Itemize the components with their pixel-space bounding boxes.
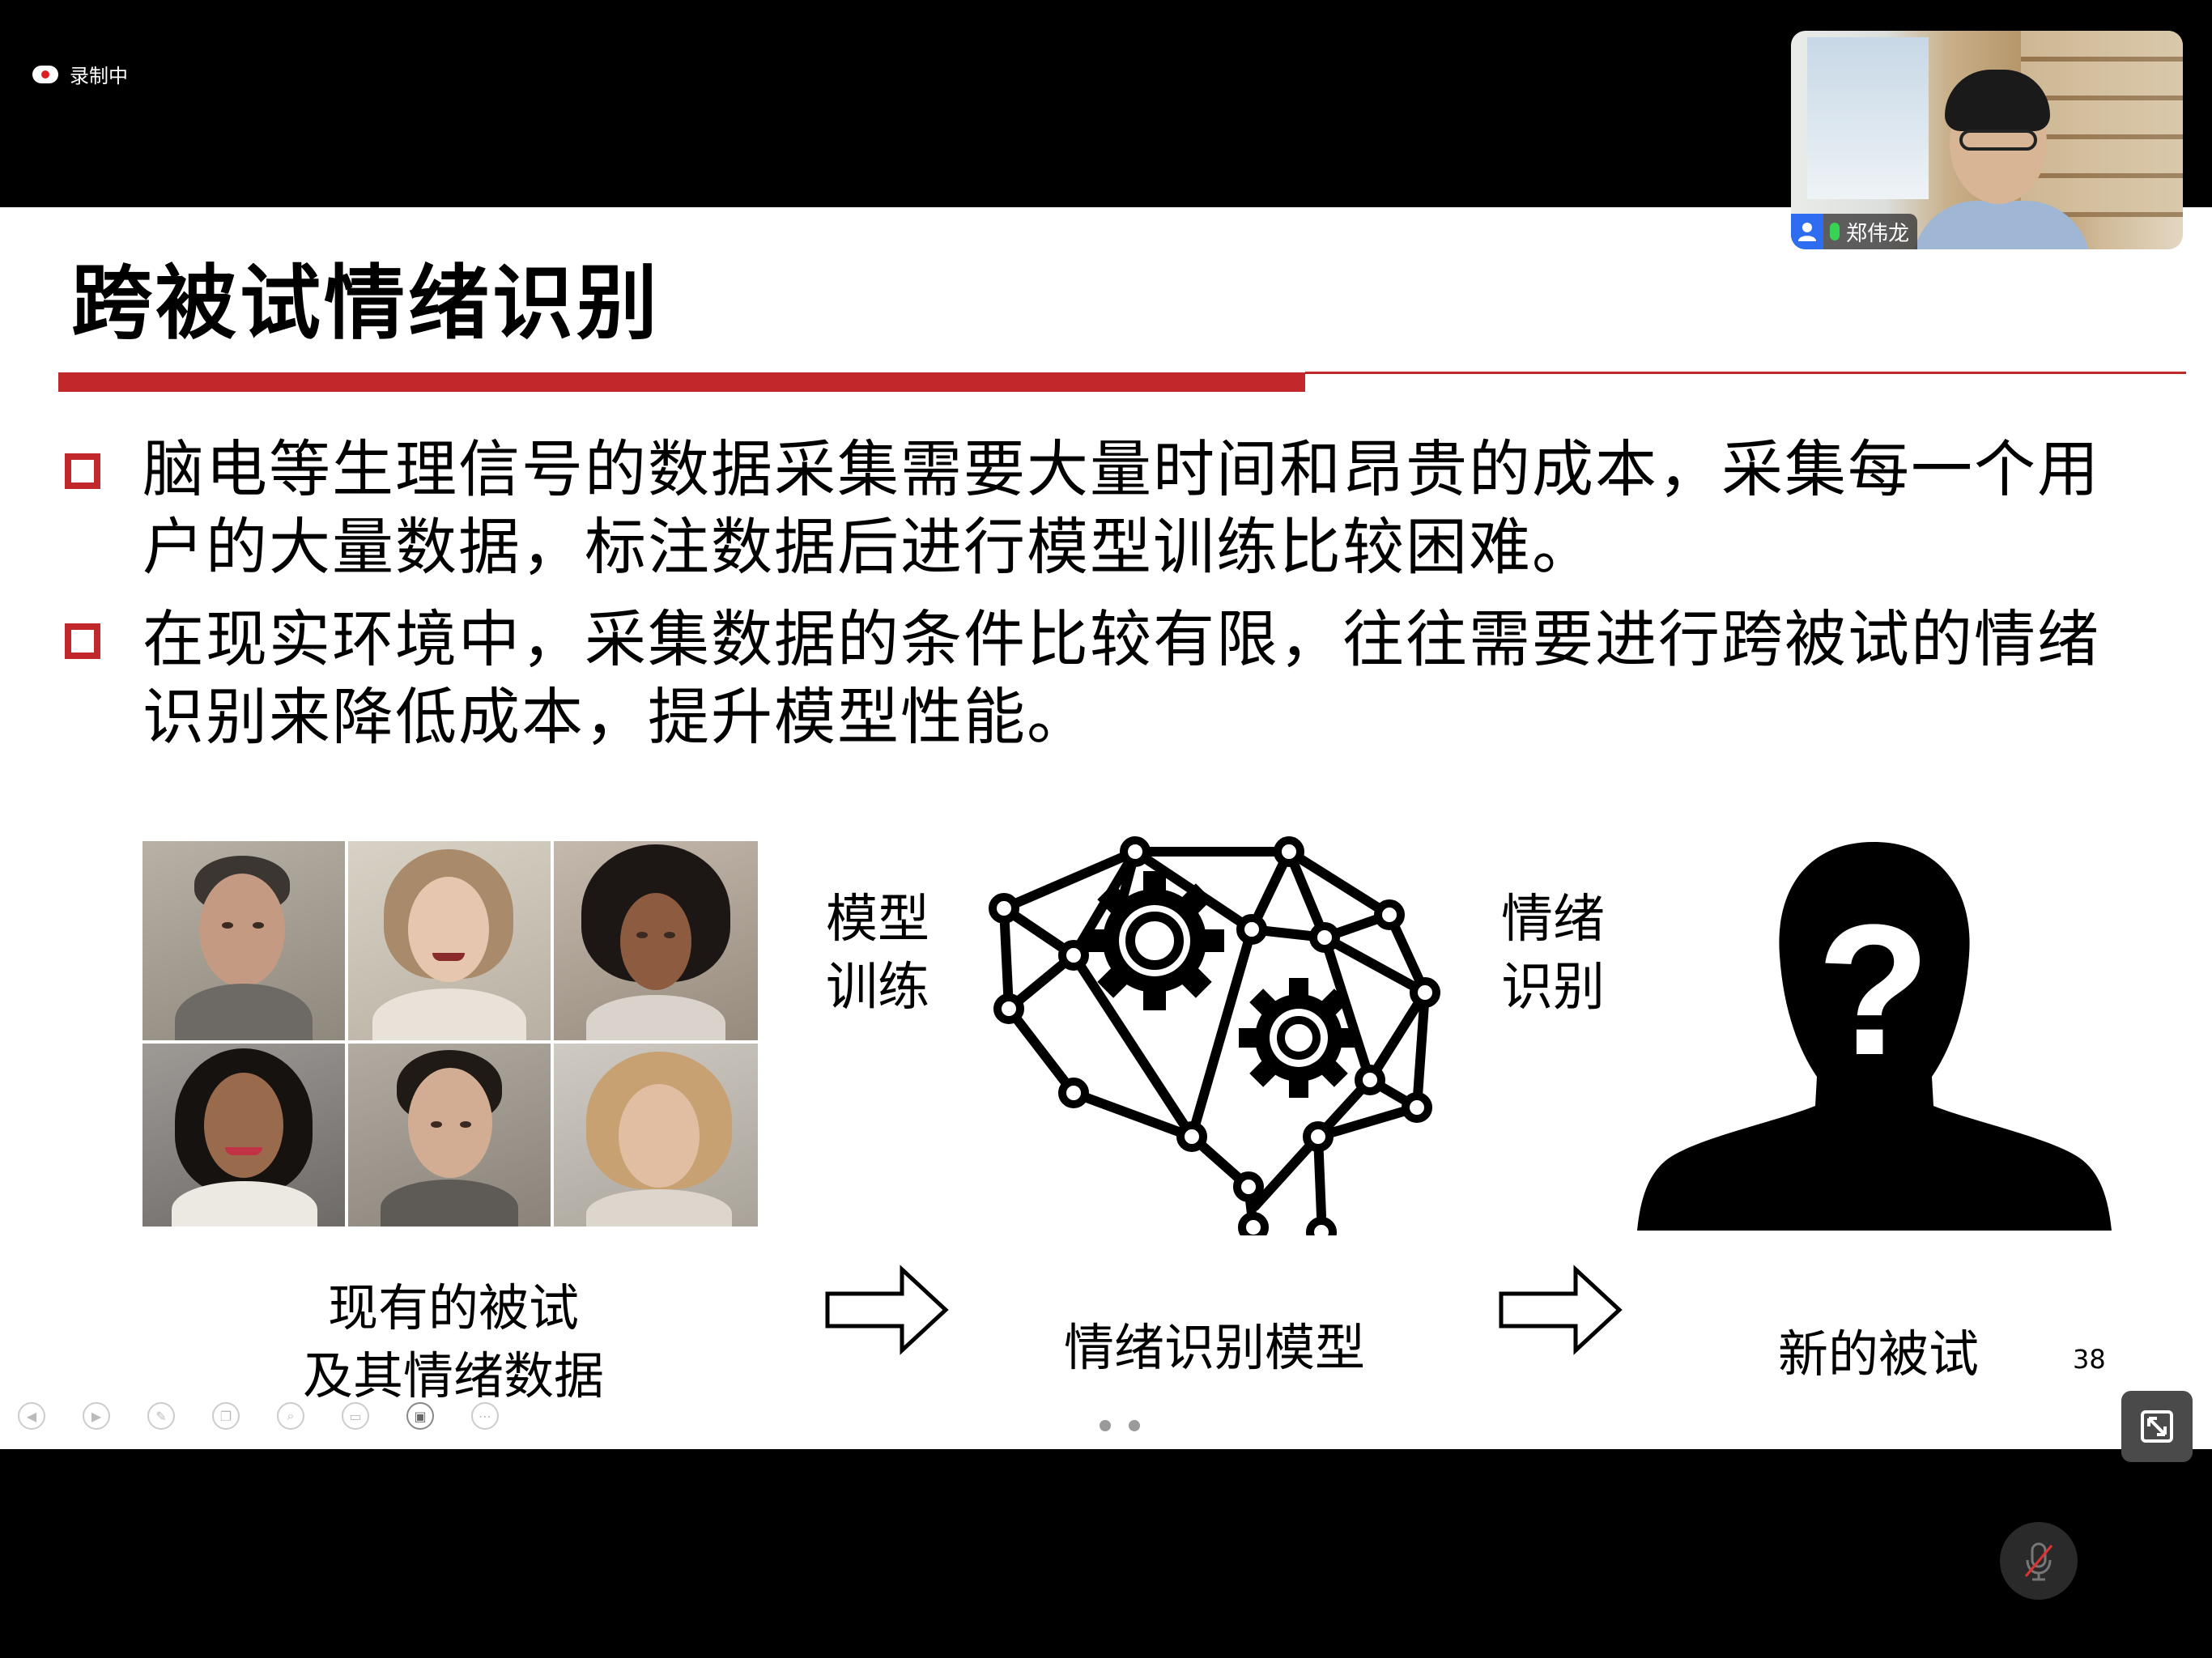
camera-icon[interactable]: ▣ [406, 1402, 434, 1430]
mic-muted-icon [2024, 1542, 2053, 1581]
subjects-photo-collage [143, 841, 758, 1228]
mute-toggle-button[interactable] [2000, 1522, 2078, 1600]
page-dot[interactable] [1100, 1420, 1111, 1431]
bullet-text: 在现实环境中，采集数据的条件比较有限，往往需要进行跨被试的情绪识别来降低成本，提… [143, 603, 2100, 753]
cloud-record-icon [32, 65, 58, 83]
user-icon [1791, 214, 1823, 249]
copy-icon[interactable]: ❐ [212, 1402, 240, 1430]
zoom-icon[interactable]: ⌕ [277, 1402, 304, 1430]
new-subject-caption: 新的被试 [1777, 1324, 1979, 1384]
bullet-item: 脑电等生理信号的数据采集需要大量时间和昂贵的成本，采集每一个用户的大量数据，标注… [65, 431, 2170, 586]
existing-subjects-caption: 现有的被试 及其情绪数据 [302, 1278, 604, 1405]
right-arrow-icon [825, 1265, 949, 1355]
mic-on-icon [1830, 223, 1840, 240]
recording-indicator: 录制中 [32, 60, 128, 88]
pen-icon[interactable]: ✎ [147, 1402, 175, 1430]
page-dots [1100, 1420, 1140, 1431]
more-icon[interactable]: ⋯ [471, 1402, 499, 1430]
slideshow-toolbar: ◀ ▶ ✎ ❐ ⌕ ▭ ▣ ⋯ [18, 1402, 499, 1430]
exit-fullscreen-button[interactable] [2121, 1391, 2193, 1462]
face-photo [143, 1044, 345, 1226]
participant-name: 郑伟龙 [1846, 221, 1910, 246]
square-bullet-icon [65, 623, 100, 659]
participant-name-tag: 郑伟龙 [1791, 214, 1918, 249]
face-photo [348, 841, 551, 1040]
bullet-text: 脑电等生理信号的数据采集需要大量时间和昂贵的成本，采集每一个用户的大量数据，标注… [143, 433, 2100, 583]
face-photo [348, 1044, 551, 1226]
brain-network-icon [989, 836, 1440, 1235]
prev-icon[interactable]: ◀ [18, 1402, 45, 1430]
page-dot[interactable] [1129, 1420, 1140, 1431]
presentation-slide: 跨被试情绪识别 脑电等生理信号的数据采集需要大量时间和昂贵的成本，采集每一个用户… [0, 207, 2212, 1449]
page-number: 38 [2073, 1344, 2106, 1375]
participant-video-tile[interactable]: 郑伟龙 [1791, 31, 2183, 249]
face-photo [554, 841, 758, 1040]
title-underline-bar [58, 372, 1305, 392]
train-model-label: 模型 训练 [826, 890, 929, 1018]
question-mark-text: ? [1817, 886, 1931, 1094]
slide-title: 跨被试情绪识别 [71, 256, 661, 351]
screen-icon[interactable]: ▭ [342, 1402, 369, 1430]
bullet-item: 在现实环境中，采集数据的条件比较有限，往往需要进行跨被试的情绪识别来降低成本，提… [65, 601, 2170, 756]
resize-icon [2141, 1410, 2173, 1443]
right-arrow-icon [1499, 1265, 1623, 1355]
square-bullet-icon [65, 453, 100, 489]
model-caption: 情绪识别模型 [1063, 1318, 1365, 1377]
unknown-person-silhouette-icon: ? [1637, 842, 2112, 1231]
face-photo [143, 841, 345, 1040]
face-photo [554, 1044, 758, 1226]
title-underline-line [1305, 372, 2186, 374]
next-icon[interactable]: ▶ [83, 1402, 110, 1430]
recording-label: 录制中 [70, 65, 128, 87]
emotion-recognition-label: 情绪 识别 [1501, 890, 1605, 1018]
